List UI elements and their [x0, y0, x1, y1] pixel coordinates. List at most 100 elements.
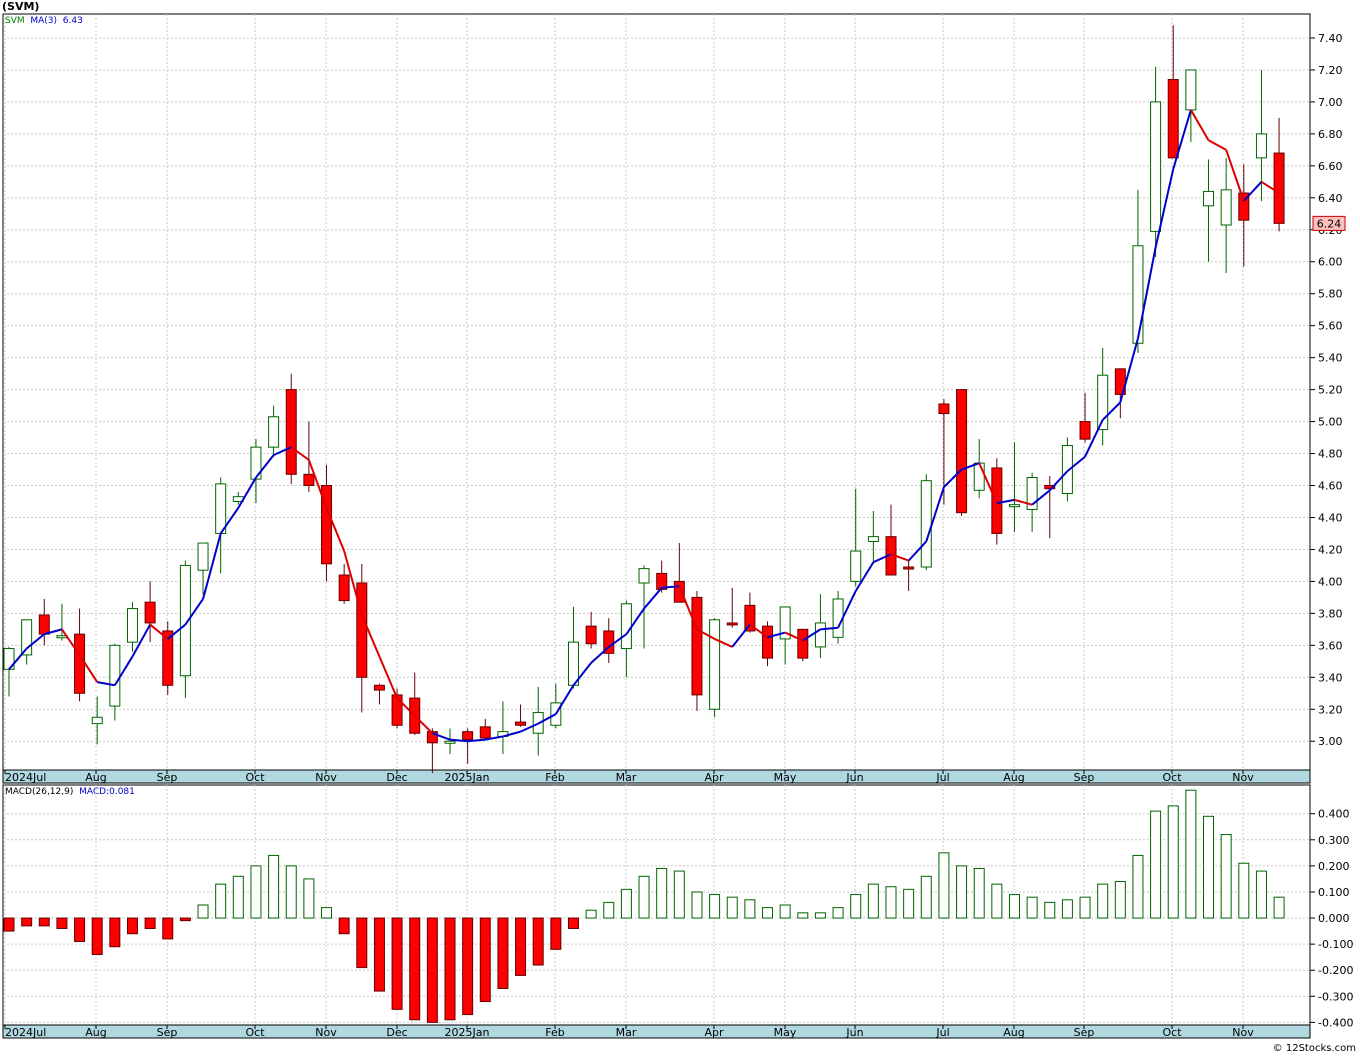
macd-bar — [268, 854, 280, 919]
candle-body — [321, 485, 333, 565]
candle-body — [21, 619, 33, 656]
macd-x-label: Sep — [1074, 1026, 1095, 1039]
ma3-line-segment — [749, 623, 769, 639]
price-x-label: Sep — [157, 771, 178, 784]
ma3-line-segment — [167, 623, 187, 640]
candle-body — [179, 564, 191, 677]
macd-bar — [603, 901, 615, 919]
ma3-line-segment — [907, 540, 928, 562]
candle-body — [162, 630, 174, 686]
ma3-line-segment — [784, 631, 804, 642]
candle-body — [38, 614, 50, 635]
candle-body — [762, 625, 774, 659]
macd-bar — [1008, 894, 1020, 919]
ma3-line-segment — [1049, 470, 1069, 491]
candle-body — [74, 633, 86, 694]
candle-body — [638, 568, 650, 584]
ma3-line-segment — [290, 446, 310, 461]
macd-bar — [1255, 870, 1267, 919]
macd-bar — [867, 883, 879, 919]
macd-bar — [1185, 789, 1197, 919]
macd-bar — [91, 917, 103, 956]
price-x-label: Nov — [315, 771, 337, 784]
candle-body — [1273, 152, 1285, 224]
last-price-marker — [1312, 215, 1346, 231]
price-x-label: Aug — [85, 771, 106, 784]
macd-bar — [1203, 815, 1215, 919]
macd-bar — [1132, 854, 1144, 919]
price-x-label: Oct — [245, 771, 265, 784]
macd-bar — [532, 917, 544, 966]
ma3-line-segment — [802, 628, 821, 642]
candle-body — [1185, 69, 1197, 111]
macd-bar — [938, 852, 950, 919]
ma3-line-segment — [378, 656, 399, 699]
price-tick-label: 5.20 — [1318, 384, 1343, 397]
macd-bar — [585, 909, 597, 919]
macd-bar — [991, 883, 1003, 919]
price-tick-label: 4.80 — [1318, 448, 1343, 461]
candle-body — [515, 721, 527, 726]
ma3-line-segment — [414, 714, 434, 734]
ma3-line-segment — [237, 477, 257, 509]
candle-body — [814, 622, 826, 648]
candle-body — [1044, 485, 1056, 490]
ma3-line-segment — [643, 587, 663, 610]
macd-tick-label: 0.100 — [1318, 886, 1350, 899]
ma3-line-segment — [97, 681, 116, 687]
price-panel-frame — [2, 13, 1311, 771]
macd-bar — [21, 917, 33, 927]
ma3-line-segment — [554, 684, 575, 715]
price-tick-label: 6.00 — [1318, 256, 1343, 269]
candle-body — [373, 684, 385, 691]
ma3-line-segment — [854, 561, 875, 592]
macd-tick-label: -0.100 — [1318, 938, 1353, 951]
candle-body — [567, 641, 579, 686]
ma3-line-segment — [1172, 109, 1192, 170]
ma3-line-segment — [1066, 455, 1086, 472]
ma3-line-segment — [661, 585, 680, 589]
price-tick-label: 3.80 — [1318, 607, 1343, 620]
ma3-line-segment — [1136, 247, 1157, 339]
ma3-line-segment — [590, 646, 610, 664]
macd-bar — [56, 917, 68, 929]
candle-body — [938, 403, 950, 415]
candle-body — [656, 572, 668, 590]
macd-x-label: Apr — [704, 1026, 724, 1039]
candle-body — [356, 582, 368, 678]
candle-body — [726, 622, 738, 626]
macd-tick-label: -0.200 — [1318, 964, 1353, 977]
last-price-label: 6.24 — [1317, 217, 1342, 230]
macd-bar — [179, 917, 191, 922]
macd-bar — [126, 917, 138, 935]
ma3-line-segment — [113, 655, 134, 686]
price-x-label: Aug — [1003, 771, 1024, 784]
macd-x-axis-band — [2, 1024, 1311, 1039]
macd-x-label: Nov — [315, 1026, 337, 1039]
ma3-line-segment — [343, 550, 363, 616]
macd-x-label: 2024Jul — [5, 1026, 46, 1039]
macd-bar — [1220, 834, 1232, 919]
macd-bar — [656, 867, 668, 919]
ma3-line-segment — [731, 623, 751, 648]
price-x-label: Jun — [845, 771, 863, 784]
candle-body — [903, 566, 915, 570]
macd-bar — [850, 894, 862, 919]
macd-x-label: Aug — [85, 1026, 106, 1039]
ma3-line-segment — [360, 614, 381, 657]
macd-x-label: Aug — [1003, 1026, 1024, 1039]
macd-bar — [814, 912, 826, 919]
macd-bar — [38, 917, 50, 927]
ma3-line-segment — [696, 628, 716, 640]
candle-body — [973, 462, 985, 491]
ma3-line-segment — [767, 631, 786, 639]
macd-bar — [797, 912, 809, 919]
macd-bar — [1114, 881, 1126, 919]
ma3-line-segment — [78, 654, 99, 683]
price-legend-symbol: SVM — [5, 16, 25, 26]
price-legend-ma-value: 6.43 — [62, 16, 83, 26]
price-x-label: 2024Jul — [5, 771, 46, 784]
macd-bar — [638, 875, 650, 919]
price-x-label: Sep — [1074, 771, 1095, 784]
macd-bar — [567, 917, 579, 929]
